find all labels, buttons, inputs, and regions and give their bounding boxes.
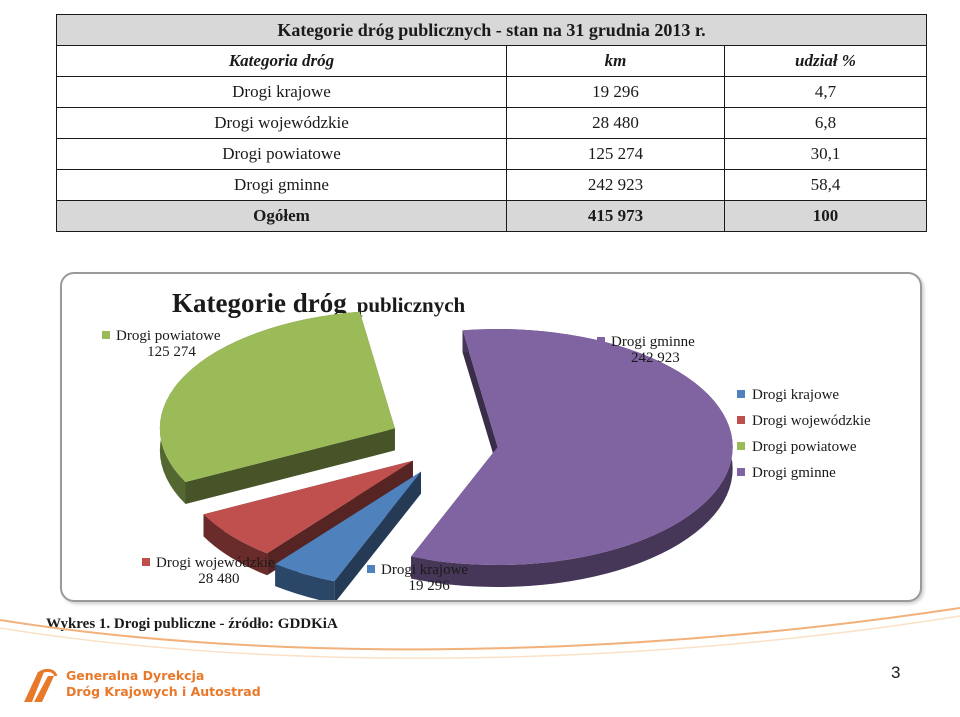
data-label-value: 242 923: [631, 350, 680, 366]
table-row: Drogi krajowe 19 296 4,7: [56, 76, 927, 108]
legend-label: Drogi krajowe: [752, 387, 839, 403]
data-label-value: 19 296: [408, 578, 450, 594]
header-km: km: [506, 45, 725, 77]
data-label-swatch: [597, 337, 605, 345]
slice-top: [411, 328, 733, 565]
slice-top: [203, 460, 413, 554]
road-categories-table: Kategorie dróg publicznych - stan na 31 …: [56, 14, 927, 232]
legend-item-drogi-powiatowe: Drogi powiatowe: [737, 439, 857, 455]
org-name: Generalna Dyrekcja Dróg Krajowych i Auto…: [66, 668, 261, 700]
slice-edge: [203, 514, 268, 576]
cell-category: Drogi krajowe: [56, 76, 507, 108]
chart-caption: Wykres 1. Drogi publiczne - źródło: GDDK…: [46, 616, 338, 632]
org-name-line1: Generalna Dyrekcja: [66, 668, 205, 683]
table-total-row: Ogółem 415 973 100: [56, 200, 927, 232]
data-label-category: Drogi gminne: [611, 334, 695, 350]
data-label-category: Drogi krajowe: [381, 562, 468, 578]
cell-km: 242 923: [506, 169, 725, 201]
table-title-row: Kategorie dróg publicznych - stan na 31 …: [56, 14, 927, 46]
data-label-swatch: [142, 558, 150, 566]
gddkia-logo-icon: [24, 668, 58, 702]
slice-edge: [275, 564, 335, 600]
legend-label: Drogi powiatowe: [752, 439, 857, 455]
data-label-value: 125 274: [147, 344, 196, 360]
chart-legend: Drogi krajowe Drogi wojewódzkie Drogi powi…: [737, 387, 871, 481]
legend-item-drogi-gminne: Drogi gminne: [737, 465, 836, 481]
chart-title: Kategorie dróg publicznych: [172, 288, 466, 318]
total-km: 415 973: [506, 200, 725, 232]
swoosh-line-light: [0, 615, 960, 659]
chart-title-part2: publicznych: [357, 293, 466, 317]
table-title: Kategorie dróg publicznych - stan na 31 …: [56, 14, 927, 46]
table-row: Drogi powiatowe 125 274 30,1: [56, 138, 927, 170]
legend-swatch: [737, 468, 745, 476]
cell-km: 28 480: [506, 107, 725, 139]
table-row: Drogi wojewódzkie 28 480 6,8: [56, 107, 927, 139]
pie-slice-drogi-krajowe: [275, 471, 422, 600]
cell-share: 30,1: [724, 138, 927, 170]
pie-slice-drogi-gminne: [411, 328, 733, 587]
header-category: Kategoria dróg: [56, 45, 507, 77]
legend-label: Drogi gminne: [752, 465, 836, 481]
pie-chart: Kategorie dróg publicznych Drogi krajowe…: [102, 288, 871, 600]
total-label: Ogółem: [56, 200, 507, 232]
org-name-line2: Dróg Krajowych i Autostrad: [66, 684, 261, 699]
legend-swatch: [737, 416, 745, 424]
table-header-row: Kategoria dróg km udział %: [56, 45, 927, 77]
data-label-category: Drogi wojewódzkie: [156, 555, 275, 571]
legend-label: Drogi wojewódzkie: [752, 413, 871, 429]
page-number: 3: [891, 663, 901, 682]
legend-item-drogi-krajowe: Drogi krajowe: [737, 387, 839, 403]
legend-swatch: [737, 442, 745, 450]
slice-side: [185, 428, 395, 505]
cell-share: 4,7: [724, 76, 927, 108]
slice-top: [275, 471, 422, 582]
pie-chart-frame: Kategorie dróg publicznych Drogi krajowe…: [60, 272, 922, 602]
cell-category: Drogi powiatowe: [56, 138, 507, 170]
pie-slice-drogi-powiatowe: [159, 311, 395, 505]
legend-swatch: [737, 390, 745, 398]
chart-title-part1: Kategorie dróg: [172, 288, 347, 318]
cell-share: 6,8: [724, 107, 927, 139]
cell-km: 125 274: [506, 138, 725, 170]
data-label-value: 28 480: [198, 571, 239, 587]
data-label-swatch: [102, 331, 110, 339]
legend-item-drogi-wojew-dzkie: Drogi wojewódzkie: [737, 413, 871, 429]
table-row: Drogi gminne 242 923 58,4: [56, 169, 927, 201]
cell-category: Drogi gminne: [56, 169, 507, 201]
swoosh-line: [0, 607, 960, 651]
pie-slices: [159, 311, 733, 600]
data-label-swatch: [367, 565, 375, 573]
slice-top: [159, 311, 395, 483]
data-label-category: Drogi powiatowe: [116, 328, 221, 344]
cell-category: Drogi wojewódzkie: [56, 107, 507, 139]
footer-swoosh: [0, 607, 960, 659]
slice-side: [462, 330, 498, 469]
cell-km: 19 296: [506, 76, 725, 108]
total-share: 100: [724, 200, 927, 232]
header-share: udział %: [724, 45, 927, 77]
cell-share: 58,4: [724, 169, 927, 201]
